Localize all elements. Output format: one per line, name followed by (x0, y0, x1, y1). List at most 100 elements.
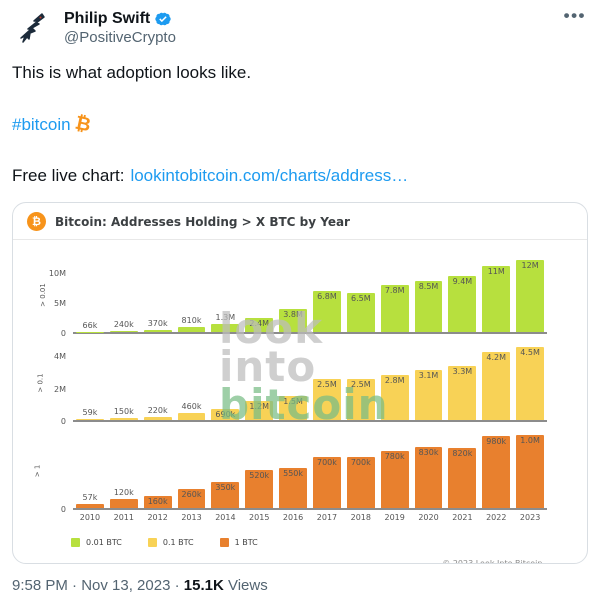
bar-1-btc-2014[interactable] (211, 482, 240, 509)
bar-slot-2023: 12M (513, 256, 547, 333)
bar-0.01-btc-2021[interactable] (448, 275, 477, 333)
bar-1-btc-2015[interactable] (245, 469, 274, 509)
bar-0.1-btc-2019[interactable] (380, 374, 409, 421)
legend-swatch-icon (219, 538, 229, 548)
x-tick-2021: 2021 (452, 513, 473, 523)
bar-slot-2023: 4.5M (513, 344, 547, 421)
bar-0.1-btc-2022[interactable] (482, 351, 511, 421)
bar-1-btc-2010[interactable] (76, 503, 104, 509)
bar-slot-2019: 7.8M (378, 256, 412, 333)
bar-1-btc-2011[interactable] (109, 499, 138, 509)
legend-label: 0.1 BTC (162, 538, 194, 548)
author-display-name[interactable]: Philip Swift (64, 10, 151, 27)
bar-slot-2019: 780k (378, 432, 412, 509)
bar-value-label: 9.4M (452, 276, 473, 286)
chart-card-image[interactable]: ₿ Bitcoin: Addresses Holding > X BTC by … (12, 202, 588, 565)
bar-0.01-btc-2023[interactable] (516, 260, 545, 333)
bar-0.01-btc-2019[interactable] (380, 285, 409, 333)
tweet-header: Philip Swift @PositiveCrypto ••• (12, 6, 588, 48)
bar-slot-2020: 8.5M (412, 256, 446, 333)
bar-0.1-btc-2015[interactable] (245, 400, 274, 421)
bar-0.01-btc-2011[interactable] (109, 330, 138, 333)
bars-row: 59k 150k 220k 460k 690k 1.2M 1.5M 2.5M 2.5M 2.8M 3… (73, 344, 547, 423)
y-tick-label: 0 (60, 417, 66, 427)
bar-value-label: 6.8M (317, 292, 337, 302)
bar-value-label: 11M (487, 267, 505, 277)
tweet-timestamp[interactable]: 9:58 PM · Nov 13, 2023 (12, 577, 171, 595)
bar-0.1-btc-2011[interactable] (109, 417, 138, 421)
x-tick-2012: 2012 (147, 513, 168, 523)
y-axis-title: > 0.1 (36, 373, 45, 393)
chart-legend: 0.01 BTC 0.1 BTC 1 BTC (71, 538, 547, 548)
bar-0.01-btc-2017[interactable] (313, 291, 341, 333)
x-tick-2011: 2011 (113, 513, 134, 523)
bar-value-label: 6.5M (350, 294, 371, 304)
lookintobitcoin-link[interactable]: lookintobitcoin.com/charts/address… (130, 166, 409, 186)
bar-value-label: 1.3M (215, 313, 236, 323)
bar-value-label: 1.0M (520, 435, 540, 445)
bar-1-btc-2020[interactable] (414, 447, 443, 509)
bar-value-label: 700k (316, 457, 337, 467)
bar-value-label: 780k (384, 451, 405, 461)
bar-0.1-btc-2013[interactable] (177, 412, 206, 421)
x-tick-2020: 2020 (418, 513, 439, 523)
bar-value-label: 3.8M (283, 310, 303, 320)
bar-1-btc-2019[interactable] (380, 450, 409, 509)
bar-0.01-btc-2020[interactable] (414, 281, 443, 333)
y-tick-label: 10M (48, 269, 66, 279)
bar-0.01-btc-2013[interactable] (177, 327, 206, 333)
x-tick-2016: 2016 (282, 513, 304, 523)
bar-0.1-btc-2020[interactable] (414, 369, 443, 421)
bar-0.01-btc-2022[interactable] (482, 266, 511, 333)
bar-1-btc-2021[interactable] (448, 447, 477, 509)
y-tick-label: 4M (54, 352, 66, 362)
views-label: Views (227, 577, 268, 595)
bar-0.01-btc-2012[interactable] (143, 329, 172, 333)
bar-0.1-btc-2014[interactable] (211, 408, 240, 421)
bar-slot-2016: 1.5M (276, 344, 310, 421)
bar-0.01-btc-2015[interactable] (245, 317, 274, 333)
bar-0.1-btc-2021[interactable] (448, 366, 477, 421)
bar-1-btc-2012[interactable] (143, 496, 172, 509)
swallow-bird-icon (20, 13, 45, 43)
bar-1-btc-2023[interactable] (516, 434, 545, 509)
bar-slot-2011: 120k (107, 432, 141, 509)
bar-0.01-btc-2018[interactable] (346, 293, 375, 333)
bar-slot-2010: 59k (73, 344, 107, 421)
bar-1-btc-2017[interactable] (313, 456, 341, 509)
bar-value-label: 2.8M (384, 375, 405, 385)
bar-0.1-btc-2012[interactable] (143, 416, 172, 421)
bar-1-btc-2016[interactable] (279, 467, 308, 509)
bar-0.01-btc-2016[interactable] (279, 309, 308, 333)
bitcoin-logo-icon: ₿ (27, 212, 46, 232)
bar-1-btc-2013[interactable] (177, 488, 206, 509)
bar-1-btc-2018[interactable] (346, 456, 375, 509)
bar-slot-2018: 6.5M (344, 256, 378, 333)
meta-separator: · (174, 577, 180, 595)
bar-0.1-btc-2017[interactable] (313, 379, 341, 421)
bar-0.1-btc-2023[interactable] (516, 346, 545, 421)
bar-1-btc-2022[interactable] (482, 435, 511, 509)
bar-value-label: 2.5M (350, 380, 371, 390)
bitcoin-hashtag-link[interactable]: #bitcoin (12, 115, 71, 135)
bar-slot-2011: 240k (107, 256, 141, 333)
bar-value-label: 4.5M (520, 347, 540, 357)
more-menu-button[interactable]: ••• (563, 6, 586, 25)
bar-0.1-btc-2018[interactable] (346, 379, 375, 421)
bar-slot-2012: 370k (141, 256, 175, 333)
legend-item-0.1-btc: 0.1 BTC (147, 538, 194, 548)
views-count: 15.1K (183, 577, 224, 595)
tweet-meta: 9:58 PM · Nov 13, 2023 · 15.1K Views (12, 577, 588, 594)
bar-value-label: 460k (181, 401, 202, 411)
avatar[interactable] (12, 8, 52, 48)
bar-slot-2016: 550k (276, 432, 310, 509)
bar-slot-2021: 820k (445, 432, 479, 509)
bar-0.1-btc-2016[interactable] (279, 395, 308, 421)
bar-value-label: 1.2M (249, 401, 270, 411)
x-tick-2023: 2023 (519, 513, 541, 523)
bar-0.01-btc-2014[interactable] (211, 324, 240, 333)
bar-value-label: 1.5M (283, 396, 303, 406)
author-handle[interactable]: @PositiveCrypto (64, 29, 176, 46)
bar-0.1-btc-2010[interactable] (76, 419, 104, 421)
bar-slot-2018: 2.5M (344, 344, 378, 421)
